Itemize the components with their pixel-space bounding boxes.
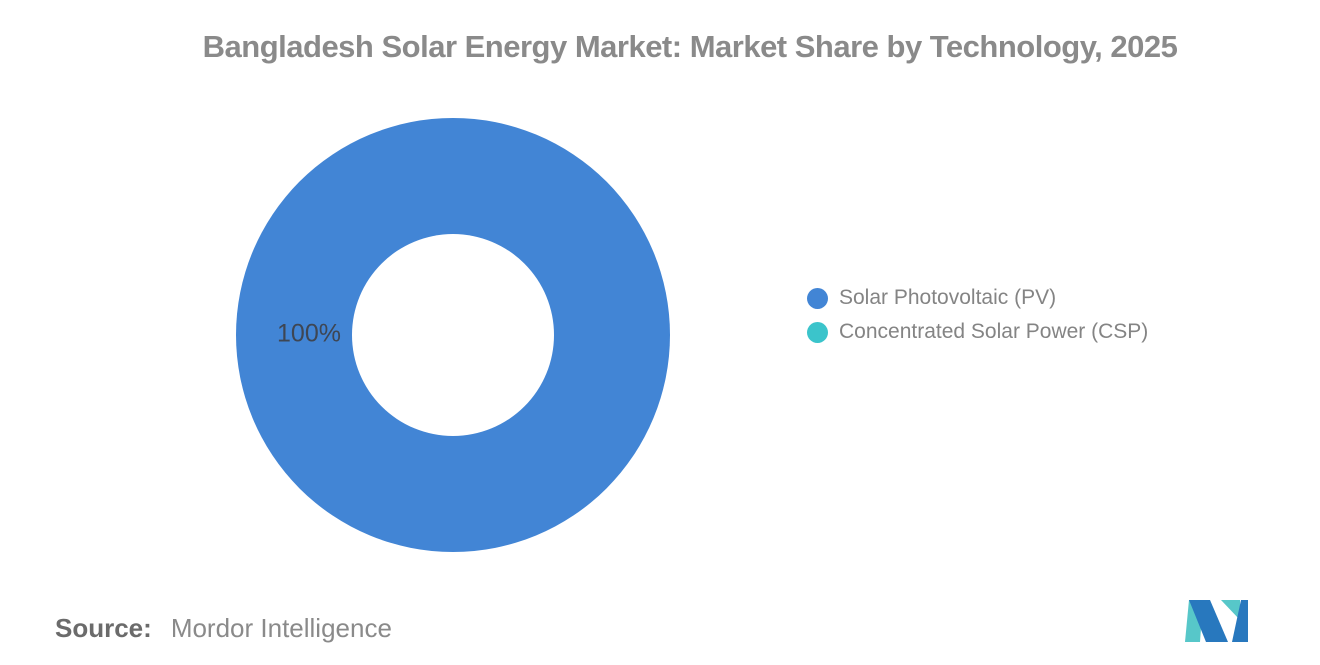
donut-svg — [236, 118, 670, 552]
legend-item-csp[interactable]: Concentrated Solar Power (CSP) — [807, 320, 1148, 344]
logo-blue-right-leg — [1232, 600, 1248, 642]
source-label: Source: — [55, 613, 152, 643]
donut-chart — [236, 118, 670, 552]
legend-item-solar-pv[interactable]: Solar Photovoltaic (PV) — [807, 286, 1148, 310]
legend-label-csp: Concentrated Solar Power (CSP) — [839, 320, 1149, 343]
logo-blue-diagonal — [1189, 600, 1228, 642]
legend-swatch-solar-pv-icon — [807, 287, 828, 309]
source-attribution: Source: Mordor Intelligence — [55, 613, 392, 644]
logo-teal-triangle — [1221, 600, 1240, 620]
mordor-intelligence-logo-icon — [1185, 600, 1248, 642]
donut-hole — [352, 234, 554, 436]
donut-slice-data-label: 100% — [277, 319, 341, 348]
legend-label-solar-pv: Solar Photovoltaic (PV) — [839, 286, 1057, 309]
chart-title: Bangladesh Solar Energy Market: Market S… — [202, 29, 1178, 64]
source-value: Mordor Intelligence — [170, 613, 392, 643]
legend-swatch-csp-icon — [807, 321, 828, 343]
chart-legend: Solar Photovoltaic (PV) Concentrated Sol… — [807, 286, 1148, 344]
